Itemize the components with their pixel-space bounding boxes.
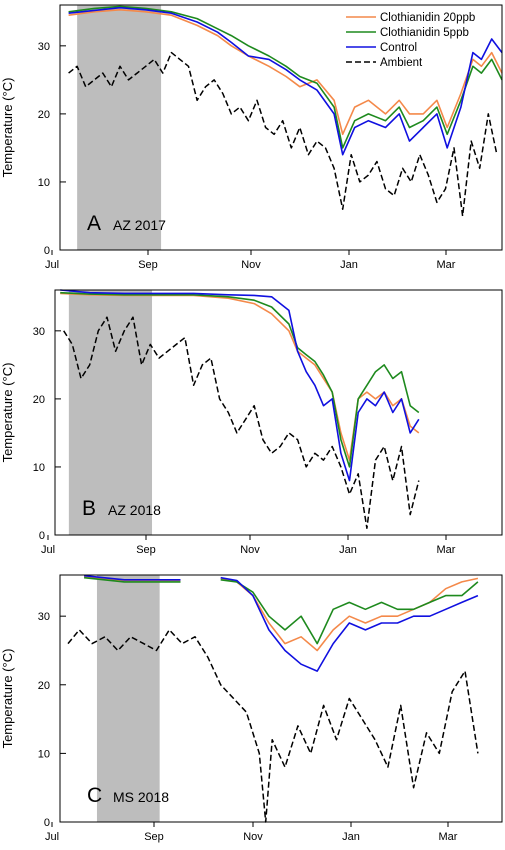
y-tick-label: 10: [38, 177, 50, 189]
legend-label-control: Control: [380, 42, 417, 54]
plot-frame: [59, 574, 503, 823]
y-tick-label: 0: [39, 530, 45, 542]
x-tick-label: Nov: [241, 259, 261, 271]
x-tick-label: Jan: [339, 544, 357, 556]
y-tick-label: 30: [38, 611, 50, 623]
x-tick-label: Jul: [41, 544, 55, 556]
y-tick-label: 0: [44, 817, 50, 829]
plot-frame: [54, 289, 503, 536]
x-tick-label: Nov: [243, 831, 263, 843]
x-tick-label: Jul: [45, 831, 59, 843]
x-tick-label: Sep: [136, 544, 156, 556]
x-tick-label: Mar: [437, 544, 456, 556]
shaded-period: [96, 575, 160, 822]
legend-label-clothianidin_20ppb: Clothianidin 20ppb: [380, 12, 475, 24]
y-tick-label: 20: [38, 680, 50, 692]
shaded-period: [77, 5, 162, 250]
series-line-ambient: [63, 316, 420, 529]
x-tick-label: Jan: [342, 831, 360, 843]
y-axis-title: Temperature (°C): [0, 363, 15, 463]
legend-label-ambient: Ambient: [380, 57, 423, 69]
panel-b: 0 10 20 30 Jul Sep Nov Jan Mar Temperature (°C) B A…: [0, 289, 503, 556]
y-tick-label: 10: [38, 748, 50, 760]
y-axis-title: Temperature (°C): [0, 649, 15, 749]
y-axis-title: Temperature (°C): [0, 78, 15, 178]
series-line-clothianidin_5ppb: [68, 5, 503, 149]
legend: Clothianidin 20ppb Clothianidin 5ppb Contr…: [346, 12, 475, 69]
x-tick-label: Nov: [240, 544, 260, 556]
series-line-control: [60, 289, 420, 482]
panel-letter: A: [87, 212, 101, 235]
x-tick-label: Mar: [439, 831, 458, 843]
panel-tag: AZ 2017: [113, 217, 166, 233]
y-tick-label: 20: [33, 394, 45, 406]
shaded-period: [68, 290, 153, 535]
panel-tag: MS 2018: [113, 789, 169, 805]
series-line-clothianidin_5ppb: [84, 576, 479, 645]
x-tick-label: Sep: [138, 259, 158, 271]
y-tick-label: 20: [38, 109, 50, 121]
series-line-ambient: [67, 629, 479, 823]
plot-frame: [59, 4, 503, 251]
x-tick-label: Jul: [45, 259, 59, 271]
series-line-ambient: [68, 51, 498, 217]
series-line-control: [84, 574, 479, 672]
legend-label-clothianidin_5ppb: Clothianidin 5ppb: [380, 27, 469, 39]
series-line-clothianidin_20ppb: [68, 9, 503, 136]
x-tick-label: Jan: [340, 259, 358, 271]
y-tick-label: 10: [33, 462, 45, 474]
y-tick-label: 0: [44, 245, 50, 257]
panel-letter: B: [82, 497, 96, 520]
panel-c: 0 10 20 30 Jul Sep Nov Jan Mar Temperature (°C) C M…: [0, 574, 503, 843]
panel-tag: AZ 2018: [108, 502, 161, 518]
panel-letter: C: [87, 784, 102, 807]
series-line-control: [68, 6, 503, 156]
x-tick-label: Mar: [437, 259, 456, 271]
series-line-clothianidin_5ppb: [60, 291, 420, 468]
x-tick-label: Sep: [144, 831, 164, 843]
y-tick-label: 30: [33, 326, 45, 338]
y-tick-label: 30: [38, 41, 50, 53]
